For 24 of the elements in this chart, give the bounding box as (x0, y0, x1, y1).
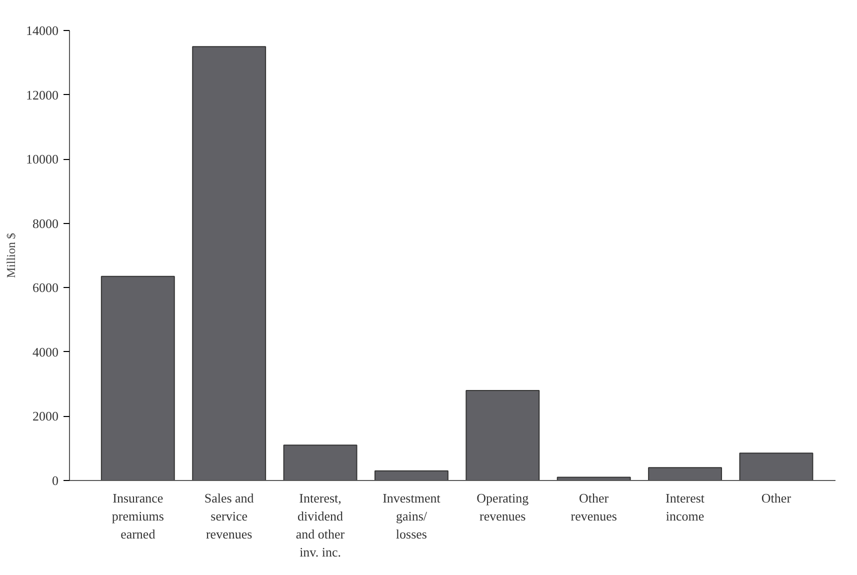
bar (739, 452, 814, 480)
y-tick-label: 12000 (26, 87, 58, 102)
bar (648, 467, 722, 480)
y-tick-label: 0 (52, 473, 58, 488)
bar (374, 470, 448, 480)
x-tick-label: Interest, dividend and other inv. inc. (296, 490, 346, 560)
bar (192, 46, 266, 480)
x-tick-label: Interest income (666, 490, 705, 524)
x-tick-label: Other (761, 490, 792, 506)
y-tick-label: 6000 (32, 280, 58, 296)
x-tick-label: Insurance premiums earned (112, 490, 164, 542)
x-tick-label: Other revenues (570, 490, 617, 524)
y-axis-title: Million $ (4, 232, 18, 278)
bar (283, 444, 358, 480)
x-tick-label: Investment gains/ losses (382, 490, 441, 542)
x-tick-label: Sales and service revenues (204, 490, 254, 542)
x-tick-label: Operating revenues (476, 490, 530, 524)
y-tick-label: 10000 (26, 152, 58, 167)
bar (100, 276, 175, 480)
y-tick-label: 2000 (32, 408, 58, 424)
y-tick-label: 14000 (26, 23, 58, 38)
y-tick-label: 8000 (32, 216, 58, 231)
bar (466, 390, 540, 480)
y-tick-label: 4000 (32, 344, 58, 360)
